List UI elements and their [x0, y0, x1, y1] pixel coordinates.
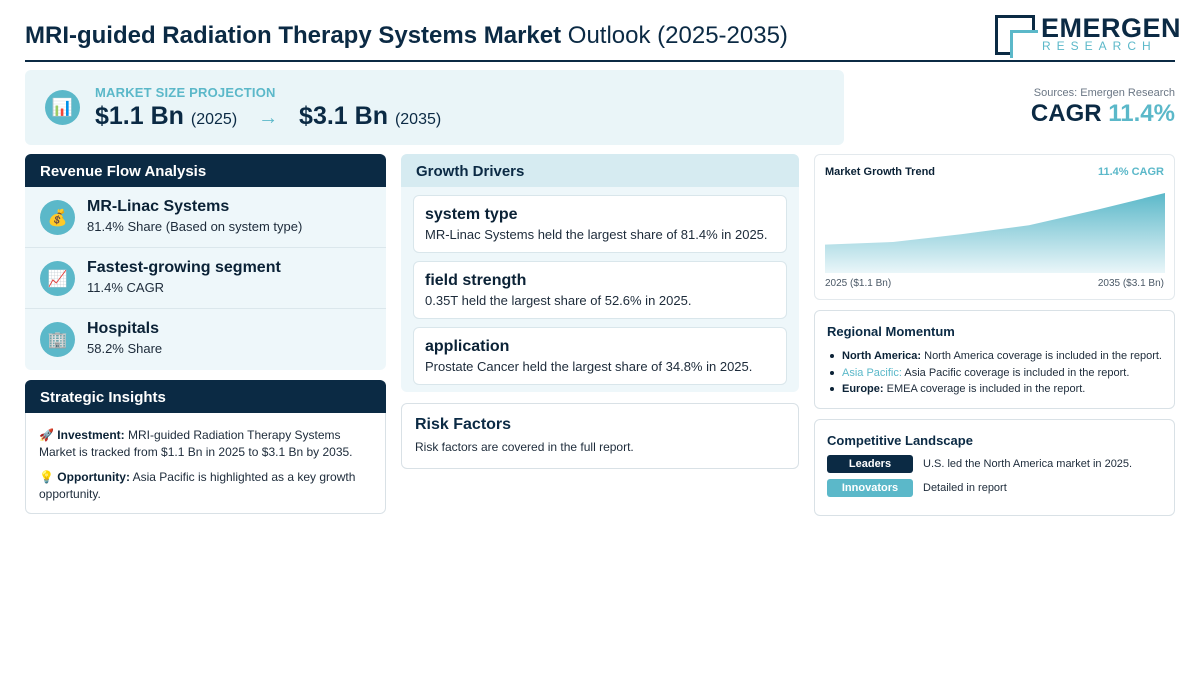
region-text: North America coverage is included in th… [924, 350, 1162, 362]
rocket-icon: 🚀 [39, 428, 54, 442]
lightbulb-icon: 💡 [39, 470, 54, 484]
insight-text: Asia Pacific is highlighted as a key gro… [39, 470, 356, 501]
competitive-landscape-title: Competitive Landscape [827, 433, 973, 448]
driver-text: Prostate Cancer held the largest share o… [425, 359, 753, 374]
emergen-logo: EMERGEN RESEARCH [995, 14, 1181, 58]
page-title-main: MRI-guided Radiation Therapy Systems Mar… [25, 22, 562, 49]
driver-text: 0.35T held the largest share of 52.6% in… [425, 293, 692, 308]
growth-area-series [825, 193, 1165, 273]
building-icon: 🏢 [40, 322, 75, 357]
growth-drivers-title: Growth Drivers [401, 154, 799, 187]
growth-drivers-panel: Growth Drivers system type MR-Linac Syst… [401, 154, 799, 392]
innovators-badge: Innovators [827, 479, 913, 497]
page-title-period: Outlook (2025-2035) [567, 22, 788, 49]
growth-area-chart [825, 193, 1165, 273]
driver-card-application: application Prostate Cancer held the lar… [413, 327, 787, 385]
projection-label: MARKET SIZE PROJECTION [95, 85, 276, 100]
driver-text: MR-Linac Systems held the largest share … [425, 227, 768, 242]
cagr-label: CAGR [1030, 100, 1102, 127]
innovators-text: Detailed in report [923, 482, 1007, 494]
revenue-item-title: MR-Linac Systems [87, 198, 230, 215]
money-bag-icon: 💰 [40, 200, 75, 235]
insight-label: Opportunity: [57, 470, 130, 484]
cagr-summary: CAGR 11.4% [1031, 100, 1175, 128]
logo-name: EMERGEN [1041, 13, 1182, 43]
chart-start-label: 2025 ($1.1 Bn) [825, 278, 892, 289]
competitive-landscape-panel: Competitive Landscape Leaders U.S. led t… [814, 419, 1175, 516]
driver-title: field strength [425, 272, 527, 289]
market-growth-trend-card: Market Growth Trend 11.4% CAGR 2025 ($1.… [814, 154, 1175, 300]
sources-note: Sources: Emergen Research [1033, 87, 1175, 99]
revenue-flow-title: Revenue Flow Analysis [25, 154, 386, 187]
revenue-item-fastest: 📈 Fastest-growing segment 11.4% CAGR [25, 248, 386, 309]
chart-title: Market Growth Trend [825, 166, 936, 178]
risk-factors-title: Risk Factors [415, 416, 512, 433]
projection-end-value: $3.1 Bn [299, 102, 388, 130]
region-item-asia-pacific: Asia Pacific: Asia Pacific coverage is i… [829, 365, 1162, 382]
revenue-item-subtitle: 81.4% Share (Based on system type) [87, 219, 303, 234]
region-item-europe: Europe: EMEA coverage is included in the… [829, 381, 1162, 398]
logo-subtitle: RESEARCH [1042, 39, 1157, 53]
projection-end-year: (2035) [394, 111, 442, 128]
region-list: North America: North America coverage is… [829, 348, 1162, 398]
bar-chart-icon: 📊 [45, 90, 80, 125]
region-text: EMEA coverage is included in the report. [886, 383, 1086, 395]
chart-cagr-annotation: 11.4% CAGR [1097, 166, 1164, 178]
insight-investment: 🚀 Investment: MRI-guided Radiation Thera… [39, 427, 369, 460]
revenue-item-subtitle: 11.4% CAGR [87, 280, 165, 295]
revenue-item-end-user: 🏢 Hospitals 58.2% Share [25, 309, 386, 370]
region-text: Asia Pacific coverage is included in the… [904, 366, 1130, 379]
region-name: Europe: [842, 383, 884, 395]
region-name: North America: [842, 350, 922, 362]
insight-opportunity: 💡 Opportunity: Asia Pacific is highlight… [39, 469, 369, 502]
region-name: Asia Pacific: [842, 366, 902, 379]
page-title: MRI-guided Radiation Therapy Systems Mar… [25, 22, 788, 50]
revenue-item-subtitle: 58.2% Share [87, 341, 163, 356]
leaders-text: U.S. led the North America market in 202… [923, 458, 1133, 470]
strategic-insights-title: Strategic Insights [25, 380, 386, 413]
revenue-item-title: Fastest-growing segment [87, 259, 281, 276]
projection-start-value: $1.1 Bn [95, 102, 184, 130]
risk-factors-text: Risk factors are covered in the full rep… [415, 440, 634, 454]
page-header: MRI-guided Radiation Therapy Systems Mar… [25, 14, 1181, 62]
strategic-insights-panel: Strategic Insights 🚀 Investment: MRI-gui… [25, 380, 386, 514]
cagr-value: 11.4% [1108, 100, 1175, 127]
arrow-right-icon: → [258, 107, 279, 129]
revenue-item-title: Hospitals [87, 320, 160, 337]
trend-up-icon: 📈 [40, 261, 75, 296]
driver-title: application [425, 338, 510, 355]
projection-values: $1.1 Bn (2025) → $3.1 Bn (2035) [95, 102, 441, 131]
leaders-badge: Leaders [827, 455, 913, 473]
projection-start-year: (2025) [190, 111, 238, 128]
chart-end-label: 2035 ($3.1 Bn) [1097, 278, 1164, 289]
market-size-banner: 📊 MARKET SIZE PROJECTION $1.1 Bn (2025) … [25, 70, 844, 145]
logo-mark-icon [995, 15, 1038, 58]
regional-momentum-panel: Regional Momentum North America: North A… [814, 310, 1175, 409]
driver-card-field-strength: field strength 0.35T held the largest sh… [413, 261, 787, 319]
regional-momentum-title: Regional Momentum [827, 324, 955, 339]
driver-title: system type [425, 206, 518, 223]
insight-text: MRI-guided Radiation Therapy Systems Mar… [39, 428, 353, 459]
driver-card-system-type: system type MR-Linac Systems held the la… [413, 195, 787, 253]
region-item-north-america: North America: North America coverage is… [829, 348, 1162, 365]
risk-factors-panel: Risk Factors Risk factors are covered in… [401, 403, 799, 469]
insight-label: Investment: [57, 428, 125, 442]
revenue-item-system: 💰 MR-Linac Systems 81.4% Share (Based on… [25, 187, 386, 248]
revenue-flow-panel: Revenue Flow Analysis 💰 MR-Linac Systems… [25, 154, 386, 370]
